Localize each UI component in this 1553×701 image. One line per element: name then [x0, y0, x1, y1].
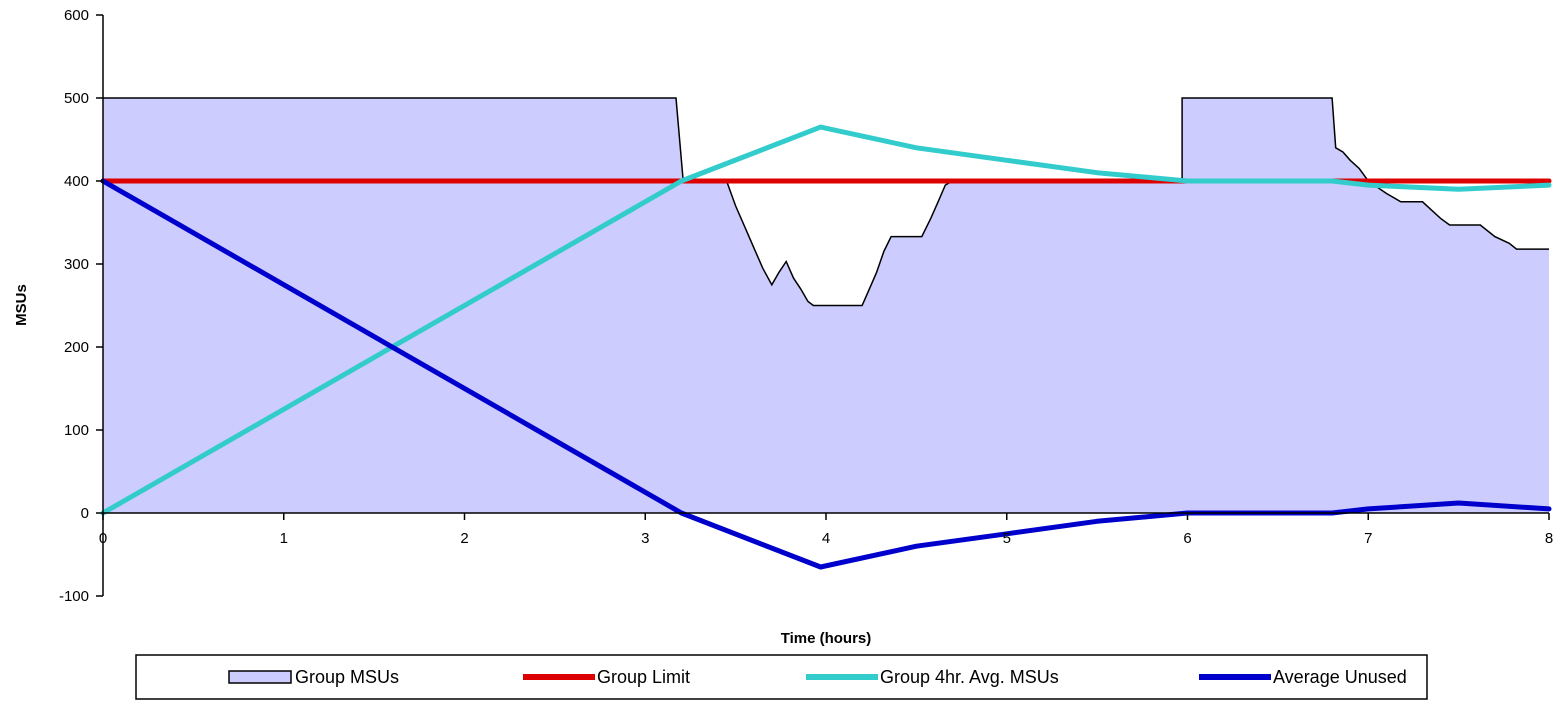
y-tick-label: -100 — [59, 588, 89, 605]
legend-swatch-group-msus — [228, 670, 292, 684]
y-tick-label: 100 — [64, 422, 89, 439]
y-tick-label: 400 — [64, 173, 89, 190]
legend-label-average-unused: Average Unused — [1273, 667, 1407, 687]
legend-label-group-4hr-avg-msus: Group 4hr. Avg. MSUs — [880, 667, 1059, 687]
axes: -100 0 100 200 300 400 500 600 0 1 2 3 4 5 6 7 8 — [59, 7, 1553, 605]
x-tick-label: 8 — [1545, 530, 1553, 547]
x-tick-label: 5 — [1003, 530, 1011, 547]
x-tick-label: 4 — [822, 530, 830, 547]
series-line-average-unused — [100, 178, 1552, 570]
x-tick-label: 2 — [460, 530, 468, 547]
x-axis-title: Time (hours) — [781, 630, 872, 647]
legend-label-group-msus: Group MSUs — [295, 667, 399, 687]
plot-area — [100, 97, 1552, 570]
y-axis-title: MSUs — [13, 284, 30, 326]
x-tick-label: 0 — [99, 530, 107, 547]
x-tick-label: 7 — [1364, 530, 1372, 547]
y-tick-label: 500 — [64, 90, 89, 107]
y-tick-label: 600 — [64, 7, 89, 24]
series-outline-group-msus — [103, 97, 1549, 307]
y-tick-label: 200 — [64, 339, 89, 356]
y-tick-label: 0 — [81, 505, 89, 522]
x-tick-label: 6 — [1183, 530, 1191, 547]
y-tick-label: 300 — [64, 256, 89, 273]
x-tick-label: 1 — [280, 530, 288, 547]
x-tick-label: 3 — [641, 530, 649, 547]
series-line-group-4hr-avg-msus — [100, 124, 1552, 516]
legend-label-group-limit: Group Limit — [597, 667, 690, 687]
legend: Group MSUs Group Limit Group 4hr. Avg. MSU… — [135, 654, 1428, 700]
